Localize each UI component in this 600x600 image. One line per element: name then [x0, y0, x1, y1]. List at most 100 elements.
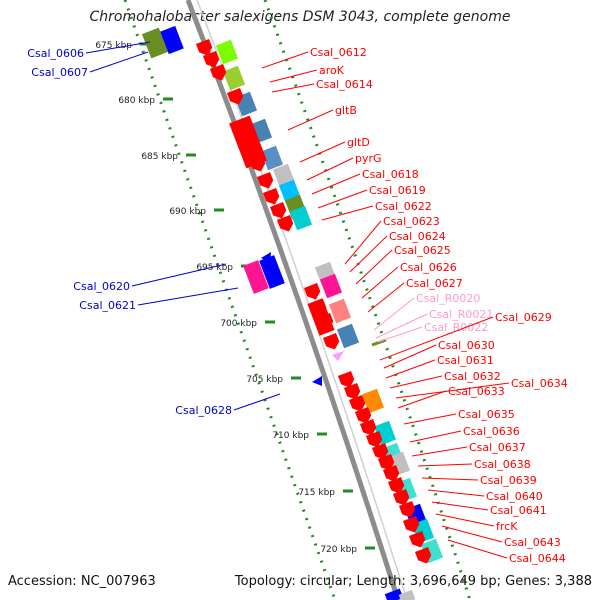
gene-label-right: Csal_0626 — [400, 261, 457, 274]
gene-arrow — [398, 500, 416, 518]
gene-block — [319, 273, 343, 299]
gene-arrow — [387, 476, 405, 494]
label-leader — [269, 69, 318, 83]
label-leader — [375, 313, 428, 339]
label-leader — [85, 41, 151, 54]
label-leader — [383, 344, 437, 369]
gene-label-left: Csal_0621 — [79, 299, 136, 312]
gene-block-red — [307, 298, 335, 336]
gene-label-right: Csal_0640 — [486, 490, 543, 503]
tick-label: 700 kbp — [220, 319, 257, 329]
gene-arrow-pink — [332, 351, 344, 361]
gene-arrow — [348, 394, 366, 412]
gene-label-right: aroK — [319, 64, 345, 77]
gene-arrow — [256, 171, 274, 189]
gene-label-right: Csal_0638 — [474, 458, 531, 471]
label-leader — [435, 513, 495, 527]
gene-block-csal-0607 — [160, 25, 184, 55]
gene-arrow — [414, 546, 432, 564]
gene-label-right: Csal_0633 — [448, 385, 505, 398]
gene-label-right: Csal_0619 — [369, 184, 426, 197]
label-leader — [367, 282, 405, 313]
label-leader — [355, 249, 393, 285]
gene-arrow — [262, 187, 280, 205]
label-leader — [299, 141, 346, 163]
label-leader — [306, 157, 354, 181]
label-leader — [389, 375, 443, 389]
gene-block-rna — [371, 338, 387, 347]
gene-label-right: Csal_R0020 — [416, 292, 480, 305]
gene-arrow — [276, 214, 294, 232]
gene-label-right: Csal_0624 — [389, 230, 446, 243]
genome-summary-text: Topology: circular; Length: 3,696,649 bp… — [234, 574, 592, 589]
gene-block — [361, 388, 385, 414]
tick-label: 685 kbp — [141, 152, 178, 162]
gene-label-right: Csal_0641 — [490, 504, 547, 517]
gene-block-csal-0606 — [141, 27, 169, 59]
label-leader — [385, 359, 436, 379]
tick-label: 720 kbp — [320, 545, 357, 555]
tick-label: 695 kbp — [196, 263, 233, 273]
gene-block — [222, 65, 246, 91]
gene-label-right: Csal_0623 — [383, 215, 440, 228]
label-leader — [421, 477, 479, 481]
gene-arrow — [382, 464, 400, 482]
label-leader — [321, 205, 374, 221]
label-leader — [377, 326, 423, 343]
tick-label: 710 kbp — [272, 431, 309, 441]
label-leader — [441, 525, 503, 543]
gene-block-csal-0621 — [259, 255, 285, 289]
gene-block — [260, 145, 284, 171]
label-leader — [311, 173, 361, 195]
gene-arrow — [408, 530, 426, 548]
label-leader — [317, 189, 368, 209]
label-leader — [447, 539, 508, 559]
gene-arrow — [195, 38, 213, 56]
gene-arrow — [392, 488, 410, 506]
gene-arrow — [202, 50, 220, 68]
gene-block-bottom — [398, 589, 416, 600]
label-leader — [137, 287, 239, 306]
gene-label-right: gltB — [335, 104, 357, 117]
gene-arrow — [371, 442, 389, 460]
gene-label-left: Csal_0606 — [27, 47, 84, 60]
gene-block-csal-0620 — [243, 260, 269, 294]
tick-label: 705 kbp — [246, 375, 283, 385]
gene-label-right: Csal_0625 — [394, 244, 451, 257]
gene-label-right: Csal_0629 — [495, 311, 552, 324]
label-leader — [431, 501, 489, 511]
gene-arrow-small — [261, 252, 271, 263]
gene-label-right: Csal_0618 — [362, 168, 419, 181]
gene-label-right: Csal_0622 — [375, 200, 432, 213]
gene-block-gltB — [229, 115, 267, 169]
gene-arrow — [226, 87, 244, 105]
gene-block — [328, 298, 352, 324]
label-leader — [89, 51, 149, 73]
label-leader — [287, 109, 334, 131]
label-leader — [409, 430, 462, 443]
gene-label-right: Csal_0636 — [463, 425, 520, 438]
label-leader — [417, 463, 473, 467]
gene-label-right: Csal_0634 — [511, 377, 568, 390]
tick-label: 715 kbp — [298, 488, 335, 498]
gene-arrow — [322, 332, 340, 350]
accession-text: Accession: NC_007963 — [8, 574, 156, 589]
gene-label-right: Csal_0635 — [458, 408, 515, 421]
gene-label-right: Csal_R0021 — [429, 308, 493, 321]
label-leader — [131, 263, 227, 287]
gene-label-right: Csal_0632 — [444, 370, 501, 383]
gene-arrow — [303, 282, 321, 300]
gene-label-right: Csal_0643 — [504, 536, 561, 549]
label-leader — [395, 382, 510, 399]
gene-arrow — [337, 370, 355, 388]
tick-track-inner — [123, 0, 337, 600]
gene-label-left: Csal_0620 — [73, 280, 130, 293]
gene-label-right: Csal_0644 — [509, 552, 566, 565]
label-leader — [379, 316, 494, 361]
gene-label-right: Csal_0637 — [469, 441, 526, 454]
gene-label-right: Csal_0631 — [437, 354, 494, 367]
label-leader — [361, 266, 399, 299]
label-leader — [373, 297, 415, 331]
label-leader — [349, 235, 388, 273]
